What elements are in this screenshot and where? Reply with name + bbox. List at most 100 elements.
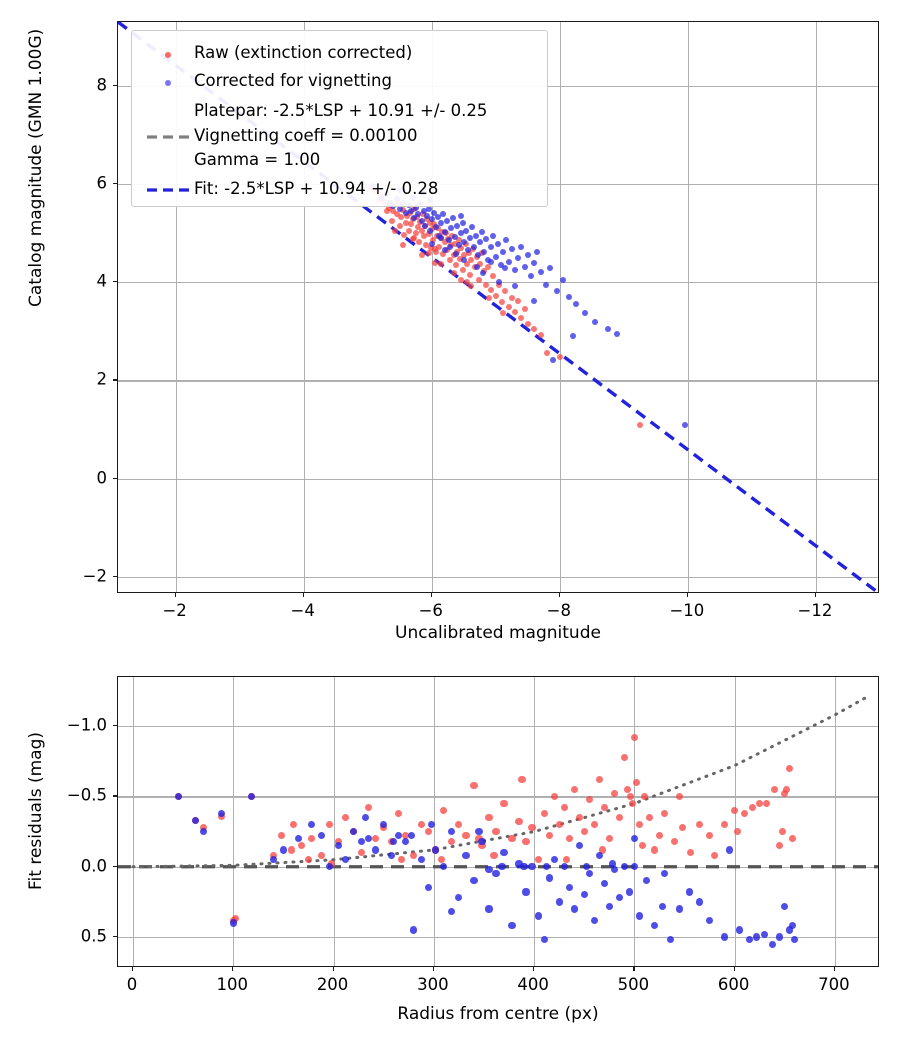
scatter-point (566, 293, 573, 300)
scatter-point (453, 262, 460, 269)
scatter-point (199, 823, 207, 831)
scatter-point (279, 846, 288, 854)
y-axis-tick-label: 4 (96, 271, 108, 291)
gridline-horizontal (118, 866, 878, 868)
scatter-point (528, 273, 535, 280)
scatter-point (500, 849, 508, 857)
scatter-point (660, 809, 669, 817)
scatter-point (446, 237, 453, 244)
gridline-vertical (634, 677, 636, 966)
x-axis-tick-label: 0 (126, 975, 138, 994)
scatter-point (425, 249, 432, 256)
scatter-point (334, 842, 343, 850)
y-axis-tick (113, 575, 117, 577)
scatter-point (508, 835, 516, 843)
scatter-point (432, 846, 440, 854)
scatter-point (485, 865, 493, 874)
scatter-point (470, 877, 478, 885)
gridline-vertical (133, 677, 135, 966)
scatter-point (769, 940, 777, 948)
residuals-plot-area (117, 676, 879, 967)
scatter-point (666, 936, 675, 944)
scatter-point (625, 888, 633, 896)
scatter-point (408, 221, 415, 228)
scatter-point (505, 258, 512, 265)
scatter-point (614, 330, 621, 337)
scatter-point (580, 891, 588, 899)
scatter-point (545, 874, 553, 882)
scatter-point (595, 851, 603, 860)
y-axis-tick-label: 0.5 (80, 926, 107, 946)
plot-legend: Raw (extinction corrected) Corrected for … (131, 30, 548, 207)
scatter-point (438, 260, 445, 267)
scatter-point (399, 242, 406, 249)
scatter-point (686, 849, 695, 857)
scatter-point (475, 828, 483, 836)
gridline-horizontal (118, 576, 878, 578)
scatter-point (453, 222, 460, 229)
scatter-point (489, 273, 496, 280)
scatter-point (432, 846, 440, 854)
scatter-point (520, 863, 528, 871)
scatter-point (388, 851, 396, 860)
gridline-vertical (534, 677, 536, 966)
scatter-point (455, 821, 463, 829)
scatter-point (191, 816, 199, 824)
scatter-point (427, 227, 434, 234)
scatter-point (585, 795, 593, 803)
vignetting-curve-dotted (131, 693, 872, 869)
scatter-point (432, 224, 439, 231)
scatter-point (471, 243, 478, 250)
scatter-point (505, 303, 512, 310)
y-axis-tick (113, 84, 117, 87)
scatter-point (463, 279, 470, 286)
scatter-point (455, 242, 462, 249)
y-axis-label-top: Catalog magnitude (GMN 1.00G) (26, 28, 46, 307)
scatter-point (440, 250, 447, 257)
scatter-point (582, 309, 589, 316)
scatter-point (408, 208, 415, 215)
scatter-point (540, 809, 548, 817)
scatter-point (478, 842, 486, 850)
scatter-point (307, 821, 316, 829)
scatter-point (678, 823, 687, 831)
scatter-point (398, 856, 406, 864)
x-axis-tick (633, 967, 635, 971)
scatter-point (422, 222, 429, 229)
scatter-point (419, 211, 426, 218)
scatter-point (396, 223, 403, 230)
scatter-point (478, 229, 485, 236)
scatter-point (570, 785, 578, 794)
gridline-horizontal (118, 937, 878, 939)
scatter-point (473, 264, 480, 271)
scatter-point (528, 863, 536, 871)
scatter-point (531, 325, 538, 332)
x-axis-tick (533, 967, 535, 971)
scatter-point (475, 835, 483, 843)
scatter-point (304, 856, 313, 864)
scatter-point (389, 217, 396, 224)
legend-entry: Fit: -2.5*LSP + 10.94 +/- 0.28 (142, 179, 438, 198)
y-axis-tick-label: −2 (82, 566, 107, 586)
scatter-point (468, 283, 475, 290)
scatter-point (537, 332, 544, 339)
scatter-point (448, 828, 456, 836)
scatter-point (438, 220, 445, 227)
scatter-point (705, 916, 714, 924)
scatter-point (534, 912, 542, 920)
scatter-point (477, 260, 484, 267)
scatter-point (575, 842, 583, 850)
scatter-point (478, 837, 486, 846)
scatter-point (598, 846, 606, 854)
scatter-point (297, 842, 306, 850)
x-axis-tick-label: 700 (818, 975, 850, 994)
scatter-point (499, 298, 506, 305)
scatter-point (736, 926, 744, 934)
scatter-point (531, 297, 538, 304)
scatter-point (247, 792, 255, 801)
scatter-point (570, 905, 578, 913)
scatter-point (434, 214, 441, 221)
scatter-point (572, 301, 579, 308)
scatter-point (623, 785, 631, 794)
